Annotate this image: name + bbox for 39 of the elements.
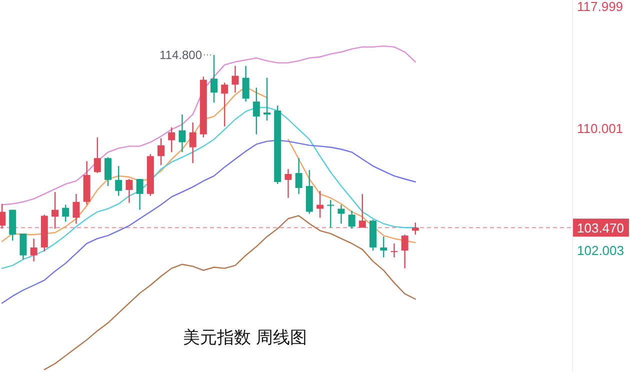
candlestick	[380, 236, 388, 258]
y-tick-label: 110.001	[577, 121, 624, 136]
candlestick	[401, 234, 408, 269]
candlestick	[158, 138, 164, 166]
candlestick	[189, 122, 196, 164]
candlestick	[126, 178, 133, 204]
candlestick	[30, 238, 38, 262]
candlestick	[327, 199, 334, 228]
line-series	[44, 215, 416, 370]
candlestick	[72, 193, 80, 224]
candlestick	[94, 136, 101, 174]
candlestick	[178, 114, 186, 153]
candlestick	[264, 77, 270, 122]
candlestick	[295, 158, 302, 195]
candlestick	[115, 165, 122, 197]
candlestick	[52, 191, 58, 230]
candlestick	[104, 156, 112, 187]
candlestick	[284, 168, 292, 198]
line-series	[1, 140, 416, 304]
candlestick	[20, 232, 27, 260]
candlestick	[390, 242, 398, 258]
candlestick	[252, 87, 260, 135]
candlestick	[348, 210, 356, 230]
line-series	[1, 45, 416, 206]
text: 美元指数 周线图	[183, 328, 307, 347]
candlestick	[210, 54, 218, 104]
candlestick	[242, 65, 250, 102]
candlestick	[358, 193, 366, 228]
candlestick	[136, 178, 144, 210]
candlestick	[62, 204, 70, 222]
candlestick	[338, 204, 345, 224]
candlestick	[168, 126, 176, 153]
candlestick	[232, 65, 239, 94]
ref-line-label: 103.470	[577, 220, 624, 236]
annotation: 114.800	[160, 48, 202, 62]
y-tick-label: 102.003	[577, 242, 624, 258]
candlestick	[221, 82, 228, 127]
y-tick-label: 117.999	[577, 0, 624, 14]
candlestick	[412, 222, 419, 236]
